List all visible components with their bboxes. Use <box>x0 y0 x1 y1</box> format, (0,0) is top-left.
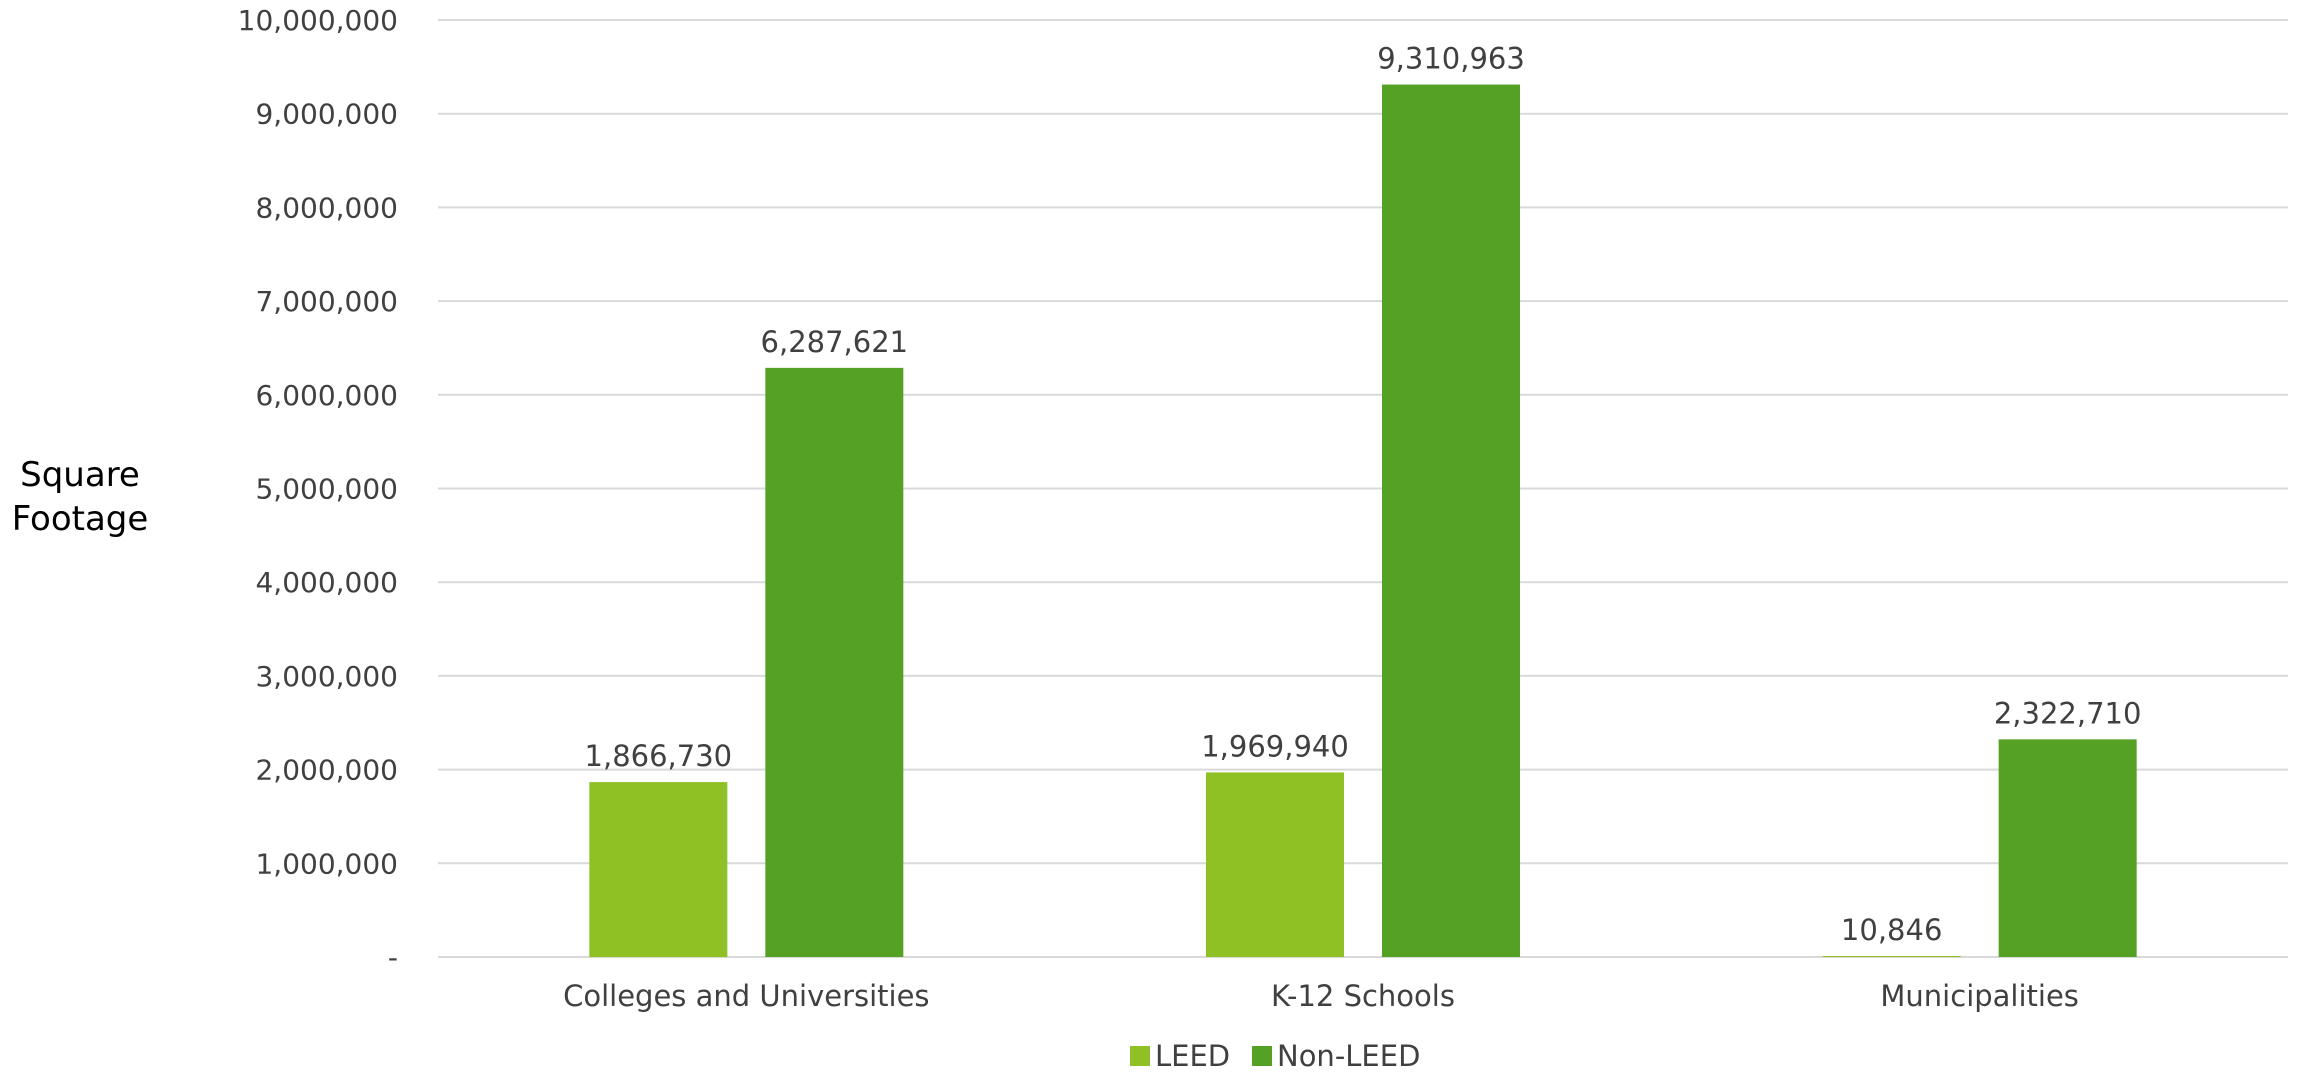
legend-swatch <box>1252 1046 1272 1066</box>
bar-leed <box>1822 955 1961 957</box>
y-axis-title-line: Footage <box>12 499 149 539</box>
legend: LEED Non-LEED <box>1130 1039 1420 1072</box>
x-axis-category-labels: Colleges and Universities K-12 Schools Mun… <box>563 979 2079 1013</box>
data-labels: 1,866,730 6,287,621 1,969,940 9,310,963 10,8… <box>585 42 2142 947</box>
y-tick-label: 8,000,000 <box>255 191 398 224</box>
y-tick-label: - <box>388 941 398 974</box>
y-tick-label: 10,000,000 <box>238 4 398 37</box>
x-category-label: K-12 Schools <box>1271 979 1455 1013</box>
legend-label: LEED <box>1155 1039 1230 1072</box>
bar-non-leed <box>1382 84 1520 958</box>
y-axis-title-line: Square <box>20 455 140 495</box>
data-label: 1,969,940 <box>1201 729 1349 763</box>
bar-leed <box>589 782 728 957</box>
bar-leed <box>1206 772 1344 957</box>
data-label: 6,287,621 <box>761 325 909 359</box>
y-tick-label: 7,000,000 <box>255 285 398 318</box>
legend-label: Non-LEED <box>1277 1039 1420 1072</box>
data-label: 10,846 <box>1841 913 1942 947</box>
y-axis-tick-labels: - 1,000,000 2,000,000 3,000,000 4,000,000 5,0… <box>238 4 398 974</box>
x-category-label: Municipalities <box>1880 979 2079 1013</box>
data-label: 2,322,710 <box>1994 696 2142 730</box>
y-tick-label: 1,000,000 <box>255 847 398 880</box>
y-tick-label: 3,000,000 <box>255 660 398 693</box>
x-category-label: Colleges and Universities <box>563 979 929 1013</box>
y-tick-label: 4,000,000 <box>255 566 398 599</box>
y-tick-label: 9,000,000 <box>255 98 398 131</box>
y-tick-label: 5,000,000 <box>255 473 398 506</box>
bars <box>589 84 2137 958</box>
y-tick-label: 2,000,000 <box>255 754 398 787</box>
y-tick-label: 6,000,000 <box>255 379 398 412</box>
bar-non-leed <box>1998 739 2137 957</box>
bar-non-leed <box>765 367 904 957</box>
data-label: 1,866,730 <box>585 739 733 773</box>
gridlines <box>438 19 2288 958</box>
data-label: 9,310,963 <box>1377 42 1525 76</box>
legend-swatch <box>1130 1046 1150 1066</box>
